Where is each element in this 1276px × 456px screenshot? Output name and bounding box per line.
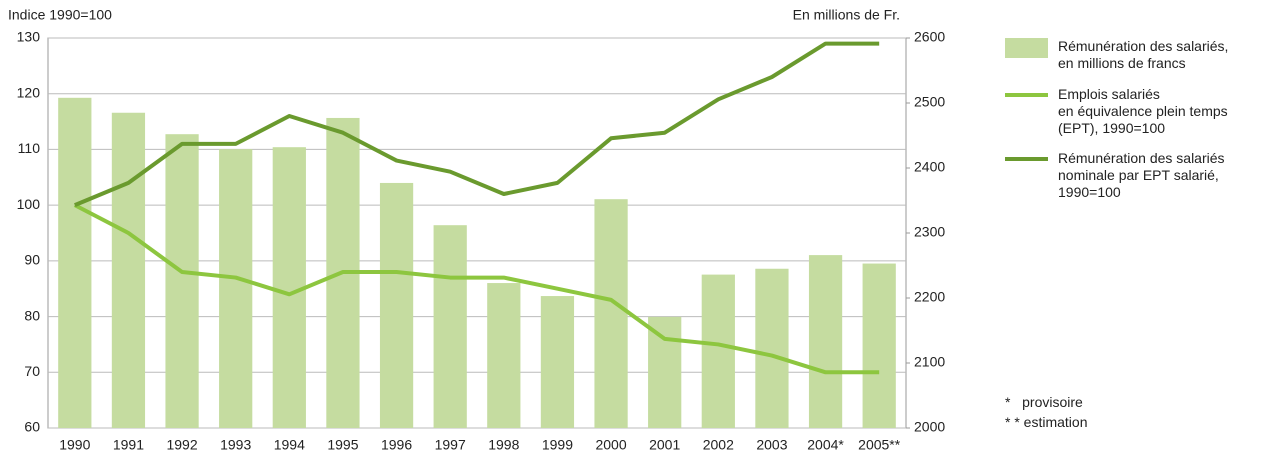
legend-swatch	[1005, 38, 1048, 58]
footnote: * * estimation	[1005, 414, 1088, 430]
y-tick-label: 100	[17, 196, 41, 212]
y2-tick-label: 2400	[914, 159, 945, 175]
x-tick-label: 1994	[274, 437, 305, 453]
x-tick-label: 2005**	[858, 437, 901, 453]
legend-label: Emplois salariés en équivalence plein te…	[1058, 86, 1228, 136]
y2-tick-label: 2300	[914, 224, 945, 240]
y-tick-label: 70	[24, 363, 40, 379]
bar	[701, 274, 735, 428]
x-tick-label: 2002	[703, 437, 734, 453]
y-tick-label: 130	[17, 29, 41, 45]
line	[74, 41, 880, 207]
bar	[165, 134, 199, 428]
x-tick-label: 1995	[327, 437, 358, 453]
y2-tick-label: 2100	[914, 354, 945, 370]
y-tick-label: 90	[24, 252, 40, 268]
footnote: * provisoire	[1005, 394, 1083, 410]
y2-tick-label: 2500	[914, 94, 945, 110]
y2-tick-label: 2200	[914, 289, 945, 305]
legend-label: Rémunération des salariés, en millions d…	[1058, 38, 1229, 71]
bar	[862, 263, 896, 428]
x-tick-label: 1997	[435, 437, 466, 453]
bar	[540, 296, 575, 428]
x-tick-label: 1998	[488, 437, 519, 453]
bar	[433, 225, 467, 428]
bar	[487, 283, 521, 428]
bar	[594, 199, 628, 428]
x-tick-label: 2000	[595, 437, 626, 453]
bar	[808, 255, 843, 428]
bar	[219, 149, 253, 428]
legend-label: Rémunération des salariés nominale par E…	[1058, 150, 1225, 200]
x-tick-label: 1990	[59, 437, 90, 453]
y-tick-label: 60	[24, 419, 40, 435]
y2-axis-label: En millions de Fr.	[793, 7, 900, 23]
bar	[648, 316, 682, 428]
bar	[755, 268, 789, 428]
x-tick-label: 2004*	[807, 437, 844, 453]
bar	[111, 112, 146, 428]
y-tick-label: 80	[24, 307, 40, 323]
x-tick-label: 2001	[649, 437, 680, 453]
y-tick-label: 120	[17, 84, 41, 100]
bar	[379, 182, 414, 428]
x-tick-label: 1999	[542, 437, 573, 453]
x-tick-label: 1993	[220, 437, 251, 453]
y2-tick-label: 2000	[914, 419, 945, 435]
line	[73, 203, 880, 375]
y-tick-label: 110	[18, 140, 41, 156]
x-tick-label: 1992	[166, 437, 197, 453]
x-tick-label: 1996	[381, 437, 412, 453]
x-tick-label: 2003	[756, 437, 787, 453]
y-axis-label: Indice 1990=100	[8, 7, 112, 23]
y2-tick-label: 2600	[914, 29, 945, 45]
bar	[58, 97, 92, 429]
x-tick-label: 1991	[113, 437, 144, 453]
